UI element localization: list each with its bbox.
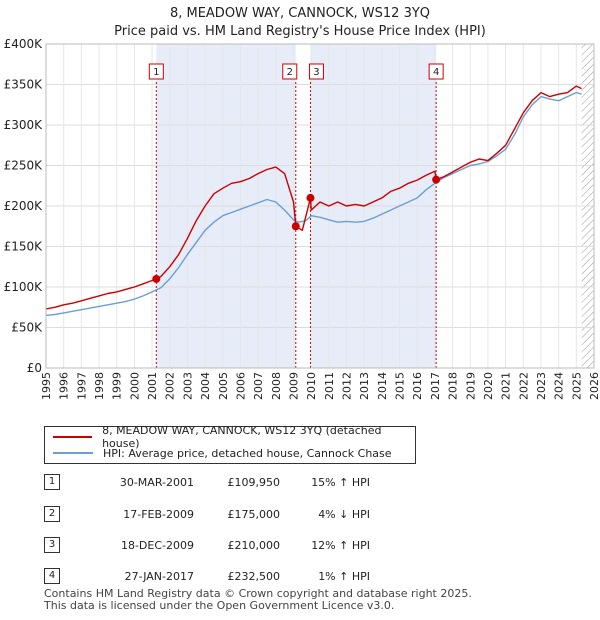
sale-price: £210,000 [227,538,281,552]
y-tick-label: £50K [11,321,43,335]
footer-copyright: Contains HM Land Registry data © Crown c… [44,587,472,600]
x-tick-label: 2022 [517,372,530,400]
sale-number: 4 [44,568,60,584]
y-tick-label: £400K [4,37,44,51]
x-tick-label: 2011 [323,372,336,400]
legend: 8, MEADOW WAY, CANNOCK, WS12 3YQ (detach… [44,424,416,464]
sale-date: 27-JAN-2017 [124,569,194,583]
x-tick-label: 2017 [429,372,442,400]
sale-point [306,193,315,202]
sale-price: £109,950 [227,475,281,489]
y-tick-label: £300K [4,118,44,132]
sale-marker-label: 4 [433,67,439,78]
x-tick-label: 2019 [464,372,477,400]
sale-point [432,175,441,184]
x-tick-label: 2014 [376,372,389,400]
x-tick-label: 2000 [128,372,141,400]
hpi-line [45,91,582,317]
x-tick-label: 2008 [270,372,283,400]
y-tick-label: £200K [4,199,44,213]
y-tick-label: £250K [4,159,44,173]
sale-point [152,274,161,283]
chart-subtitle: Price paid vs. HM Land Registry's House … [114,24,486,39]
x-tick-label: 2006 [234,372,247,400]
sale-marker-badge: 3 [308,63,324,80]
y-tick-label: £350K [4,78,44,92]
x-tick-label: 1999 [111,372,124,400]
sale-date: 30-MAR-2001 [119,475,194,489]
sale-marker-label: 2 [287,67,293,78]
x-tick-label: 2007 [252,372,265,400]
x-tick-label: 2012 [341,372,354,400]
x-tick-label: 2016 [411,372,424,400]
sale-number: 1 [44,474,60,490]
x-tick-label: 2021 [500,372,513,400]
sale-price: £232,500 [227,569,281,583]
x-tick-label: 1995 [40,372,53,400]
x-tick-label: 2023 [535,372,548,400]
sale-marker-box [282,63,298,80]
sale-marker-badge: 2 [282,63,298,80]
sale-number: 2 [44,506,60,522]
sale-hpi-diff: 1% ↑ HPI [318,569,370,583]
sale-marker-label: 1 [153,67,159,78]
sale-point [291,222,300,231]
sale-marker-badge: 1 [148,63,164,80]
x-tick-label: 2020 [482,372,495,400]
sale-marker-label: 3 [313,67,319,78]
table-row: 3 18-DEC-2009 £210,000 12% ↑ HPI [40,535,440,555]
x-tick-label: 1996 [58,372,71,400]
sale-hpi-diff: 15% ↑ HPI [311,475,370,489]
sale-marker-box [148,63,164,80]
sale-date: 18-DEC-2009 [120,538,194,552]
x-tick-label: 2015 [394,372,407,400]
x-tick-label: 2026 [588,372,600,400]
y-tick-label: £100K [4,280,44,294]
table-row: 2 17-FEB-2009 £175,000 4% ↓ HPI [40,504,440,524]
sale-date: 17-FEB-2009 [123,507,194,521]
sale-marker-box [428,63,444,80]
x-tick-label: 2018 [447,372,460,400]
x-tick-label: 2010 [305,372,318,400]
x-tick-label: 2001 [146,372,159,400]
x-tick-label: 2002 [164,372,177,400]
chart-title: 8, MEADOW WAY, CANNOCK, WS12 3YQ [169,6,431,21]
sale-marker-badge: 4 [428,63,444,80]
x-tick-label: 2003 [181,372,194,400]
sale-marker-box [308,63,324,80]
property-price-line [45,85,582,310]
table-row: 1 30-MAR-2001 £109,950 15% ↑ HPI [40,472,440,492]
x-tick-label: 2025 [570,372,583,400]
x-tick-label: 2009 [287,372,300,400]
sale-price: £175,000 [227,507,281,521]
sale-hpi-diff: 12% ↑ HPI [311,538,370,552]
x-tick-label: 2005 [217,372,230,400]
legend-swatch-hpi [53,452,93,454]
footer-licence: This data is licensed under the Open Gov… [44,599,395,612]
legend-item-hpi: HPI: Average price, detached house, Cann… [53,445,392,461]
legend-swatch-property [53,436,93,438]
x-tick-label: 2024 [553,372,566,400]
x-tick-label: 1998 [93,372,106,400]
sale-hpi-diff: 4% ↓ HPI [318,507,370,521]
x-tick-label: 1997 [75,372,88,400]
footer: Contains HM Land Registry data © Crown c… [44,588,472,612]
x-tick-label: 2013 [358,372,371,400]
legend-item-property: 8, MEADOW WAY, CANNOCK, WS12 3YQ (detach… [53,424,415,450]
x-tick-label: 2004 [199,372,212,400]
y-tick-label: £150K [4,240,44,254]
y-tick-label: £0 [27,361,42,375]
legend-label-property: 8, MEADOW WAY, CANNOCK, WS12 3YQ (detach… [102,424,382,450]
table-row: 4 27-JAN-2017 £232,500 1% ↑ HPI [40,566,440,586]
sale-number: 3 [44,537,60,553]
legend-label-hpi: HPI: Average price, detached house, Cann… [103,446,392,460]
price-chart: 1 2 3 4 £0 £50K £100K £150K £200K £250K £300K £350K… [4,37,600,400]
plot-frame [45,43,595,369]
